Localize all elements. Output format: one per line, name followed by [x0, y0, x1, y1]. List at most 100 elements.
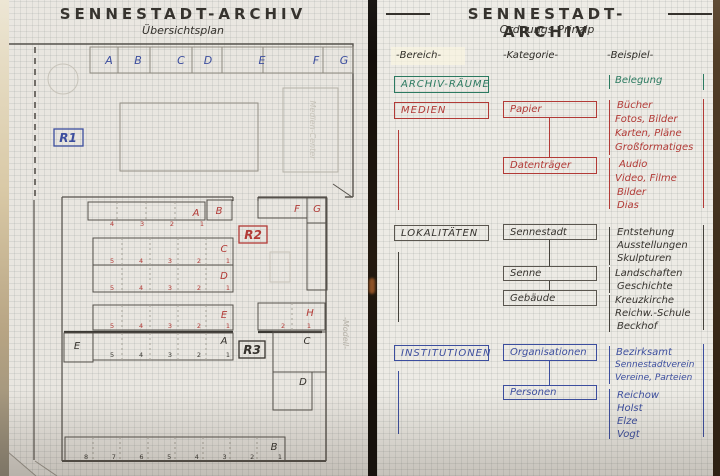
margin-bar-lokalitaeten	[703, 225, 705, 330]
example-vogt: Vogt	[617, 429, 640, 440]
pencil-features	[47, 63, 339, 283]
kategorie-box-senne: Senne	[503, 266, 597, 281]
bereich-box-archivraeume: ARCHIV-RÄUME	[394, 76, 489, 93]
group-bar-senne	[609, 267, 611, 293]
left-page-subtitle: Übersichtsplan	[142, 24, 224, 37]
medien-center-label: Medien-Center	[308, 101, 317, 161]
shelf-label-g: G	[313, 204, 321, 215]
group-bar-personen	[609, 389, 611, 439]
grid-letter-b: B	[134, 54, 142, 67]
shelf-label-a2: A	[220, 336, 228, 347]
shelf-label-e2: E	[74, 341, 81, 352]
grid-letter-e: E	[259, 54, 266, 67]
shelf-row-e: E 5 4 3 2 1 H 2 1	[92, 302, 326, 331]
shelf-label-b: B	[216, 206, 223, 217]
connector-sennestadt-senne	[549, 240, 551, 266]
shelf-row-1: A B 4 3 2 1	[87, 199, 233, 228]
example-buecher: Bücher	[617, 100, 653, 111]
floor-plan-drawing: Medien-Center -Modell- A B C D E F G	[8, 43, 354, 476]
grid-letter-c: C	[177, 54, 185, 67]
kategorie-box-papier: Papier	[503, 101, 597, 118]
title-dash-right	[668, 13, 712, 15]
example-reichw-schule: Reichw.-Schule	[615, 308, 691, 319]
group-bar-organisationen	[609, 346, 611, 384]
right-frame-edge	[713, 0, 720, 476]
example-karten-plaene: Karten, Pläne	[615, 128, 682, 139]
kategorie-box-sennestadt: Sennestadt	[503, 224, 597, 240]
grid-letter-f: F	[313, 54, 320, 67]
example-elze: Elze	[617, 416, 638, 427]
example-vereine-parteien: Vereine, Parteien	[615, 373, 693, 383]
stem-institutionen	[398, 371, 400, 434]
kategorie-box-gebaeude: Gebäude	[503, 290, 597, 306]
modell-label: -Modell-	[341, 317, 350, 349]
example-belegung: Belegung	[615, 75, 663, 86]
grid-letter-d: D	[204, 54, 212, 67]
right-page-title: SENNESTADT-ARCHIV	[467, 5, 627, 41]
column-header-kategorie: -Kategorie-	[503, 50, 559, 61]
example-ausstellungen: Ausstellungen	[617, 240, 688, 251]
shelf-count-d: 5 4 3 2 1	[110, 284, 230, 292]
example-landschaften: Landschaften	[615, 268, 683, 279]
connector-senne-gebaeude	[549, 281, 551, 290]
title-dash-left	[386, 13, 430, 15]
example-reichow: Reichow	[617, 390, 660, 401]
page-gap	[368, 0, 377, 476]
shelf-label-d2: D	[299, 377, 307, 388]
column-header-beispiel: -Beispiel-	[607, 50, 654, 61]
shelf-label-c: C	[221, 244, 228, 255]
lower-block: E A 5 4 3 2 1 C D	[63, 331, 327, 411]
example-audio: Audio	[619, 159, 648, 170]
example-sennestadtverein: Sennestadtverein	[615, 360, 695, 370]
column-header-bereich: -Bereich-	[396, 50, 442, 61]
margin-bar-medien	[703, 99, 705, 208]
fg-block: F G	[257, 197, 328, 291]
grid-letter-a: A	[104, 54, 113, 67]
bottom-shelf-row-b: B 8 7 6 5 4 3 2 1	[64, 436, 286, 462]
shelf-label-h: H	[306, 308, 314, 319]
gap-reflection	[369, 278, 375, 294]
outer-walls	[8, 43, 354, 462]
right-page: SENNESTADT-ARCHIV Ordnungs-Prinzip -Bere…	[377, 0, 713, 476]
example-kreuzkirche: Kreuzkirche	[615, 295, 675, 306]
example-entstehung: Entstehung	[617, 227, 675, 238]
shelf-count-row-b: 8 7 6 5 4 3 2 1	[84, 453, 282, 461]
group-bar-papier	[609, 100, 611, 155]
left-page-title: SENNESTADT-ARCHIV	[59, 5, 307, 23]
shelf-label-row1: A	[192, 208, 200, 219]
group-bar-sennestadt	[609, 227, 611, 265]
shelf-label-d: D	[220, 271, 228, 282]
example-beckhof: Beckhof	[617, 321, 658, 332]
margin-bar-archivraeume	[703, 74, 705, 90]
room-labels: R1 R2 R3	[53, 128, 268, 359]
connector-papier-datentraeger	[549, 118, 551, 157]
left-frame-edge	[0, 0, 9, 476]
shelf-count-row1: 4 3 2 1	[110, 220, 204, 228]
stem-medien	[398, 130, 400, 210]
bereich-box-lokalitaeten: LOKALITÄTEN	[394, 225, 489, 241]
grid-letter-g: G	[340, 54, 349, 67]
corner-cut	[8, 451, 58, 476]
shelf-rows-cd: C D 5 4 3 2 1 5 4 3 2 1	[92, 237, 234, 293]
example-bezirksamt: Bezirksamt	[616, 347, 672, 358]
shelf-label-row-b: B	[271, 442, 278, 453]
right-page-subtitle: Ordnungs-Prinzip	[499, 23, 595, 36]
group-bar-belegung	[609, 75, 611, 89]
connector-organisationen-personen	[549, 361, 551, 385]
shelf-label-e: E	[221, 310, 228, 321]
group-bar-datentraeger	[609, 158, 611, 209]
kategorie-box-personen: Personen	[503, 385, 597, 400]
kategorie-box-organisationen: Organisationen	[503, 344, 597, 361]
shelf-count-e: 5 4 3 2 1	[110, 322, 230, 330]
room-label-r3: R3	[243, 343, 261, 357]
kategorie-box-datentraeger: Datenträger	[503, 157, 597, 174]
group-bar-gebaeude	[609, 295, 611, 332]
top-grid-cells	[89, 46, 354, 74]
stem-lokalitaeten	[398, 252, 400, 322]
top-grid-letters: A B C D E F G	[104, 54, 348, 67]
example-grossformatiges: Großformatiges	[615, 142, 694, 153]
shelf-label-f: F	[294, 204, 300, 215]
left-page: SENNESTADT-ARCHIV Übersichtsplan	[8, 0, 368, 476]
shelf-label-c2: C	[304, 336, 311, 347]
